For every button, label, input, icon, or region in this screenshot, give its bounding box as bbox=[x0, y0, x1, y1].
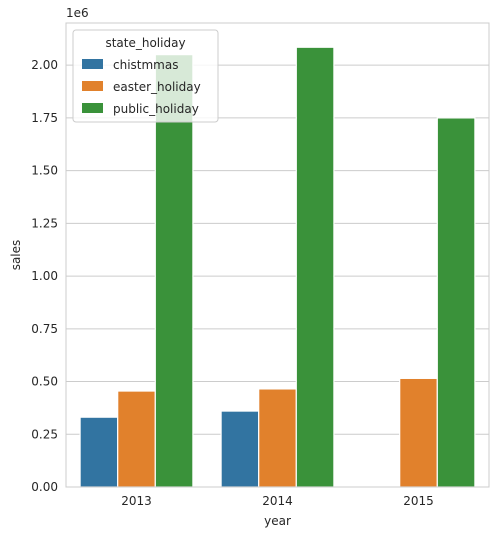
y-tick-label: 1.75 bbox=[31, 111, 58, 125]
x-tick-label: 2015 bbox=[403, 494, 434, 508]
bar-easter-holiday-2015 bbox=[399, 377, 438, 488]
y-offset-label: 1e6 bbox=[66, 6, 89, 20]
legend-items: chistmmas easter_holiday public_holiday bbox=[82, 58, 201, 116]
legend-swatch bbox=[82, 59, 103, 69]
y-tick-label: 1.25 bbox=[31, 216, 58, 230]
bar-chistmmas-2014 bbox=[220, 410, 260, 488]
bar-public-holiday-2013 bbox=[154, 54, 194, 488]
y-tick-label: 1.00 bbox=[31, 269, 58, 283]
y-tick-label: 0.00 bbox=[31, 480, 58, 494]
bar-easter-holiday-2014 bbox=[258, 388, 297, 488]
y-tick-label: 1.50 bbox=[31, 164, 58, 178]
legend-swatch bbox=[82, 81, 103, 91]
legend-label: public_holiday bbox=[113, 102, 199, 116]
legend: state_holiday chistmmas easter_holidaypub… bbox=[72, 29, 219, 123]
bars bbox=[79, 46, 476, 488]
x-tick-label: 2013 bbox=[121, 494, 152, 508]
y-axis-label: sales bbox=[9, 240, 23, 271]
legend-label: easter_holiday bbox=[113, 80, 201, 94]
bar-public-holiday-2015 bbox=[436, 117, 476, 488]
y-tick-label: 0.50 bbox=[31, 375, 58, 389]
legend-swatch bbox=[82, 103, 103, 113]
legend-box bbox=[72, 29, 219, 123]
y-tick-label: 2.00 bbox=[31, 58, 58, 72]
bar-easter-holiday-2013 bbox=[117, 390, 156, 488]
plot-frame bbox=[65, 22, 490, 488]
x-tick-labels: 2013 2014 2015 bbox=[121, 494, 434, 508]
x-axis-label: year bbox=[264, 514, 291, 528]
bar-public-holiday-2014 bbox=[295, 46, 335, 488]
y-tick-labels: 0.00 0.25 0.50 0.75 1.00 1.25 1.50 1.75 2.00 bbox=[31, 58, 58, 494]
bar-chistmmas-2013 bbox=[79, 416, 119, 488]
legend-title: state_holiday bbox=[105, 36, 185, 50]
y-tick-label: 0.25 bbox=[31, 427, 58, 441]
legend-label: chistmmas bbox=[113, 58, 178, 72]
y-tick-label: 0.75 bbox=[31, 322, 58, 336]
x-tick-label: 2014 bbox=[262, 494, 293, 508]
